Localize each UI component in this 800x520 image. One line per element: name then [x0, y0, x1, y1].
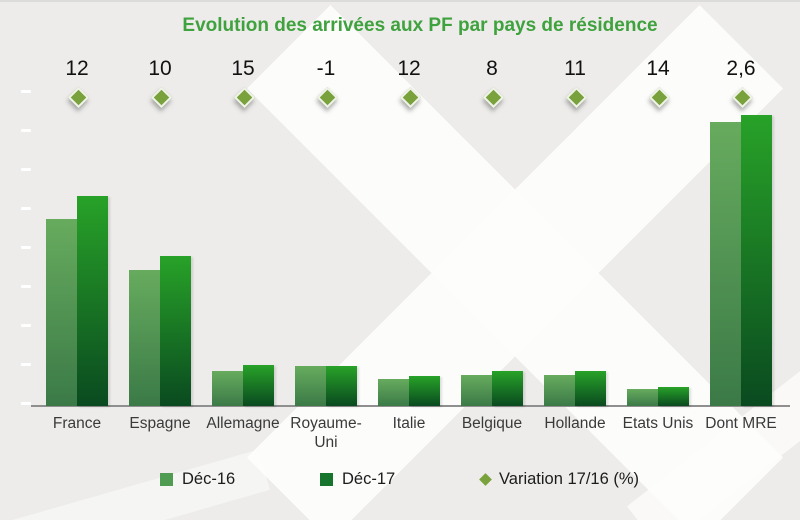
y-axis-tick: [21, 90, 31, 93]
bar-dec16-1: [129, 269, 160, 406]
y-axis-tick: [21, 324, 31, 327]
y-axis-tick: [21, 363, 31, 366]
bar-dec16-0: [46, 219, 77, 406]
category-label: Italie: [392, 415, 426, 432]
variation-value: 12: [65, 57, 89, 80]
category-label: France: [52, 415, 102, 432]
variation-value: 12: [397, 57, 421, 80]
category-label: Espagne: [129, 415, 191, 432]
category-label: Etats Unis: [622, 415, 694, 432]
category-label: Royaume-Uni: [290, 415, 362, 451]
variation-value: 8: [486, 57, 498, 80]
bar-dec17-5: [492, 370, 523, 406]
bar-dec17-2: [243, 364, 274, 406]
bar-dec17-1: [160, 256, 191, 406]
bar-dec17-3: [326, 366, 357, 406]
category-label: Belgique: [461, 415, 523, 432]
bar-dec16-8: [710, 122, 741, 406]
legend-variation-label: Variation 17/16 (%): [499, 470, 640, 488]
category-label: Hollande: [544, 415, 606, 432]
category-label: Allemagne: [206, 415, 280, 432]
variation-value: 11: [564, 57, 586, 80]
bar-dec16-5: [461, 375, 492, 406]
variation-value: -1: [316, 57, 336, 80]
variation-value: 2,6: [726, 57, 756, 80]
bar-dec17-6: [575, 370, 606, 406]
bar-dec16-7: [627, 389, 658, 406]
x-axis-line: [31, 405, 790, 407]
variation-value: 15: [231, 57, 255, 80]
bar-dec17-4: [409, 375, 440, 406]
legend-dec17-square-icon: [320, 473, 333, 486]
y-axis-tick: [21, 402, 31, 405]
legend-dec16-label: Déc-16: [182, 470, 236, 488]
variation-value: 14: [646, 57, 670, 80]
legend-dec16-square-icon: [160, 473, 173, 486]
bar-dec17-7: [658, 386, 689, 406]
bar-dec16-2: [212, 370, 243, 406]
y-axis-tick: [21, 285, 31, 288]
legend-dec17-label: Déc-17: [342, 470, 396, 488]
bar-dec16-3: [295, 365, 326, 406]
bar-dec16-6: [544, 375, 575, 406]
bar-dec16-4: [378, 379, 409, 406]
y-axis-tick: [21, 246, 31, 249]
bar-dec17-8: [741, 114, 772, 406]
y-axis-tick: [21, 207, 31, 210]
y-axis-tick: [21, 129, 31, 132]
variation-value: 10: [148, 57, 172, 80]
chart-title: Evolution des arrivées aux PF par pays d…: [182, 15, 658, 36]
y-axis-tick: [21, 168, 31, 171]
category-label: Dont MRE: [705, 415, 777, 432]
legend-variation-diamond-icon: [479, 473, 492, 486]
bar-dec17-0: [77, 195, 108, 406]
